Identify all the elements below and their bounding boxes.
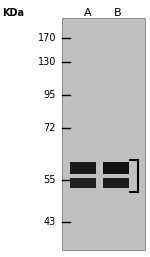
Text: 55: 55 bbox=[44, 175, 56, 185]
Text: B: B bbox=[114, 8, 122, 18]
Bar bbox=[70, 178, 96, 188]
Text: 72: 72 bbox=[44, 123, 56, 133]
Text: A: A bbox=[84, 8, 92, 18]
Bar bbox=[62, 18, 145, 250]
Text: 130: 130 bbox=[38, 57, 56, 67]
Bar bbox=[103, 178, 129, 188]
Text: 95: 95 bbox=[44, 90, 56, 100]
Text: 43: 43 bbox=[44, 217, 56, 227]
Text: 170: 170 bbox=[38, 33, 56, 43]
Bar bbox=[103, 162, 129, 174]
Bar bbox=[70, 162, 96, 174]
Text: KDa: KDa bbox=[2, 8, 24, 18]
